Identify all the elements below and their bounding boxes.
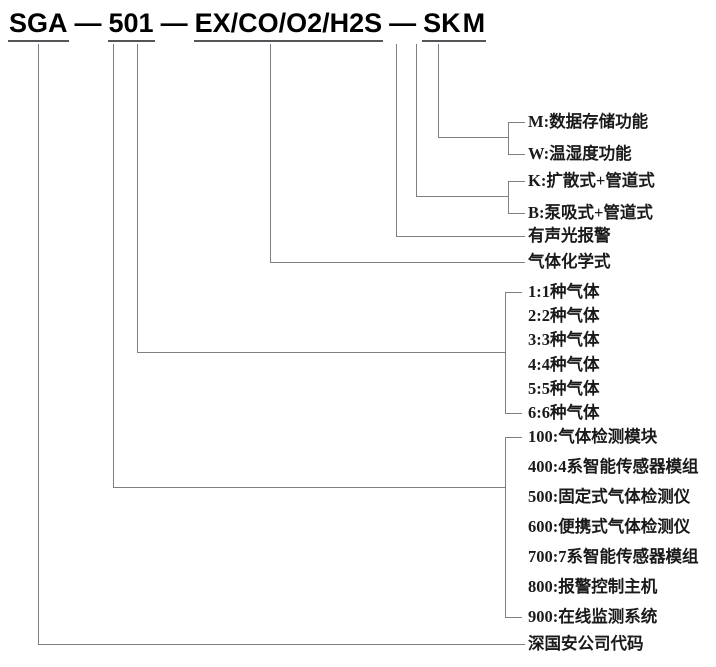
option-label-gas-count-1: 1:1种气体 — [528, 282, 600, 301]
leader-line-alarm-vertical — [396, 44, 397, 236]
code-segment-501: 501 — [107, 8, 155, 42]
leader-line-gas-formula-horizontal — [270, 262, 525, 263]
option-label-storage-m: M:数据存储功能 — [528, 112, 649, 131]
option-label-series-700: 700:7系智能传感器模组 — [528, 547, 699, 566]
leader-line-gas-count-horizontal — [137, 352, 505, 353]
model-code-title: SGA —501— EX/CO/O2/H2S — SKM — [8, 8, 487, 42]
leader-line-alarm-horizontal — [396, 236, 525, 237]
option-label-gas-count-3: 3:3种气体 — [528, 330, 600, 349]
option-label-gas-count-5: 5:5种气体 — [528, 379, 600, 398]
bracket-series-spine — [505, 437, 506, 617]
leader-line-series-horizontal — [113, 487, 505, 488]
option-label-series-600: 600:便携式气体检测仪 — [528, 517, 691, 536]
leader-line-storage-horizontal — [438, 137, 508, 138]
option-label-gas-count-4: 4:4种气体 — [528, 355, 600, 374]
leader-line-storage-vertical — [438, 44, 439, 137]
bracket-sampling-spine — [508, 181, 509, 213]
bracket-storage-arm-top — [508, 122, 525, 123]
option-label-sampling-k: K:扩散式+管道式 — [528, 171, 655, 190]
code-segment-sga: SGA — [8, 8, 69, 42]
option-label-alarm: 有声光报警 — [528, 226, 611, 245]
option-label-company-code: 深国安公司代码 — [528, 634, 644, 653]
option-label-storage-w: W:温湿度功能 — [528, 144, 632, 163]
leader-line-sampling-vertical — [416, 44, 417, 196]
bracket-sampling-arm-bottom — [508, 213, 525, 214]
leader-line-gas-count-vertical — [137, 44, 138, 352]
code-dash-3: — — [389, 8, 417, 38]
leader-line-sga-horizontal — [38, 644, 525, 645]
option-label-series-100: 100:气体检测模块 — [528, 427, 658, 446]
code-segment-sk: SK — [422, 8, 462, 42]
leader-line-gas-formula-vertical — [270, 44, 271, 262]
code-segment-gases: EX/CO/O2/H2S — [193, 8, 384, 42]
bracket-storage-arm-bottom — [508, 154, 525, 155]
bracket-gas-count-arm-top — [505, 292, 522, 293]
option-label-series-900: 900:在线监测系统 — [528, 607, 658, 626]
option-label-sampling-b: B:泵吸式+管道式 — [528, 203, 653, 222]
code-dash-1: — — [74, 8, 102, 38]
bracket-series-arm-bottom — [505, 617, 522, 618]
code-segment-m: M — [461, 8, 487, 42]
bracket-storage-spine — [508, 122, 509, 154]
option-label-series-800: 800:报警控制主机 — [528, 577, 658, 596]
leader-line-series-vertical — [113, 44, 114, 487]
option-label-series-400: 400:4系智能传感器模组 — [528, 457, 699, 476]
bracket-gas-count-spine — [505, 292, 506, 413]
bracket-gas-count-arm-bottom — [505, 413, 522, 414]
bracket-series-arm-top — [505, 437, 522, 438]
option-label-series-500: 500:固定式气体检测仪 — [528, 487, 691, 506]
option-label-gas-formula: 气体化学式 — [528, 252, 611, 271]
option-label-gas-count-6: 6:6种气体 — [528, 403, 600, 422]
bracket-sampling-arm-top — [508, 181, 525, 182]
code-dash-2: — — [160, 8, 188, 38]
leader-line-sampling-horizontal — [416, 196, 508, 197]
leader-line-sga-vertical — [38, 44, 39, 645]
option-label-gas-count-2: 2:2种气体 — [528, 306, 600, 325]
